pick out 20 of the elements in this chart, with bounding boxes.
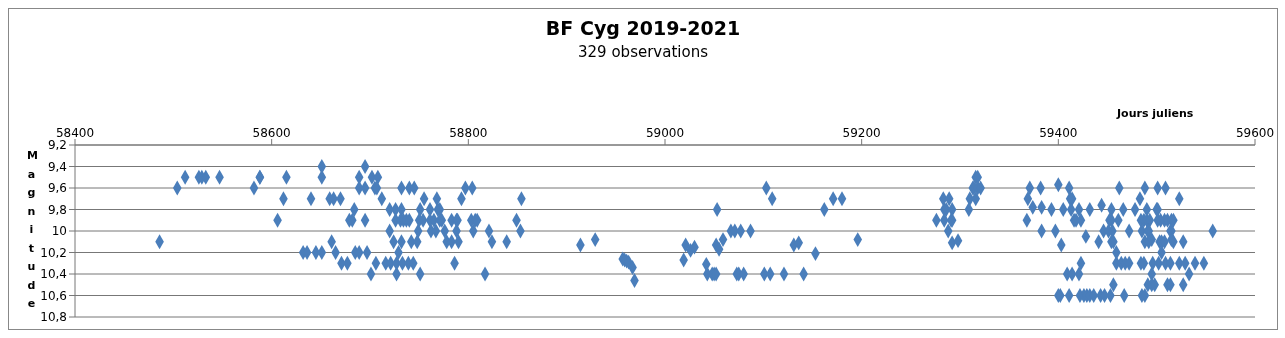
- y-tick-label: 10,8: [40, 310, 67, 325]
- chart-title: BF Cyg 2019-2021: [544, 17, 742, 39]
- y-tick-label: 9,2: [47, 138, 67, 153]
- y-tick-label: 9,6: [47, 181, 67, 196]
- y-tick-label: 9,8: [47, 202, 67, 217]
- x-tick-label: 59400: [1039, 126, 1078, 140]
- x-tick-label: 59200: [842, 126, 881, 140]
- x-axis-title: Jours juliens: [1117, 107, 1194, 120]
- y-tick-label: 10,6: [40, 288, 67, 303]
- x-tick-label: 59600: [1235, 126, 1275, 140]
- x-tick-label: 59000: [645, 126, 685, 140]
- x-tick-label: 58600: [252, 126, 291, 140]
- x-tick-label: 58800: [449, 126, 488, 140]
- y-tick-label: 10,2: [40, 245, 67, 260]
- y-tick-label: 10: [51, 224, 67, 239]
- y-tick-label: 10,4: [40, 267, 67, 282]
- y-tick-label: 9,4: [47, 159, 67, 174]
- chart-subtitle: 329 observations: [577, 43, 709, 61]
- x-tick-label: 58400: [55, 126, 95, 140]
- text: Magnitude: [27, 149, 38, 310]
